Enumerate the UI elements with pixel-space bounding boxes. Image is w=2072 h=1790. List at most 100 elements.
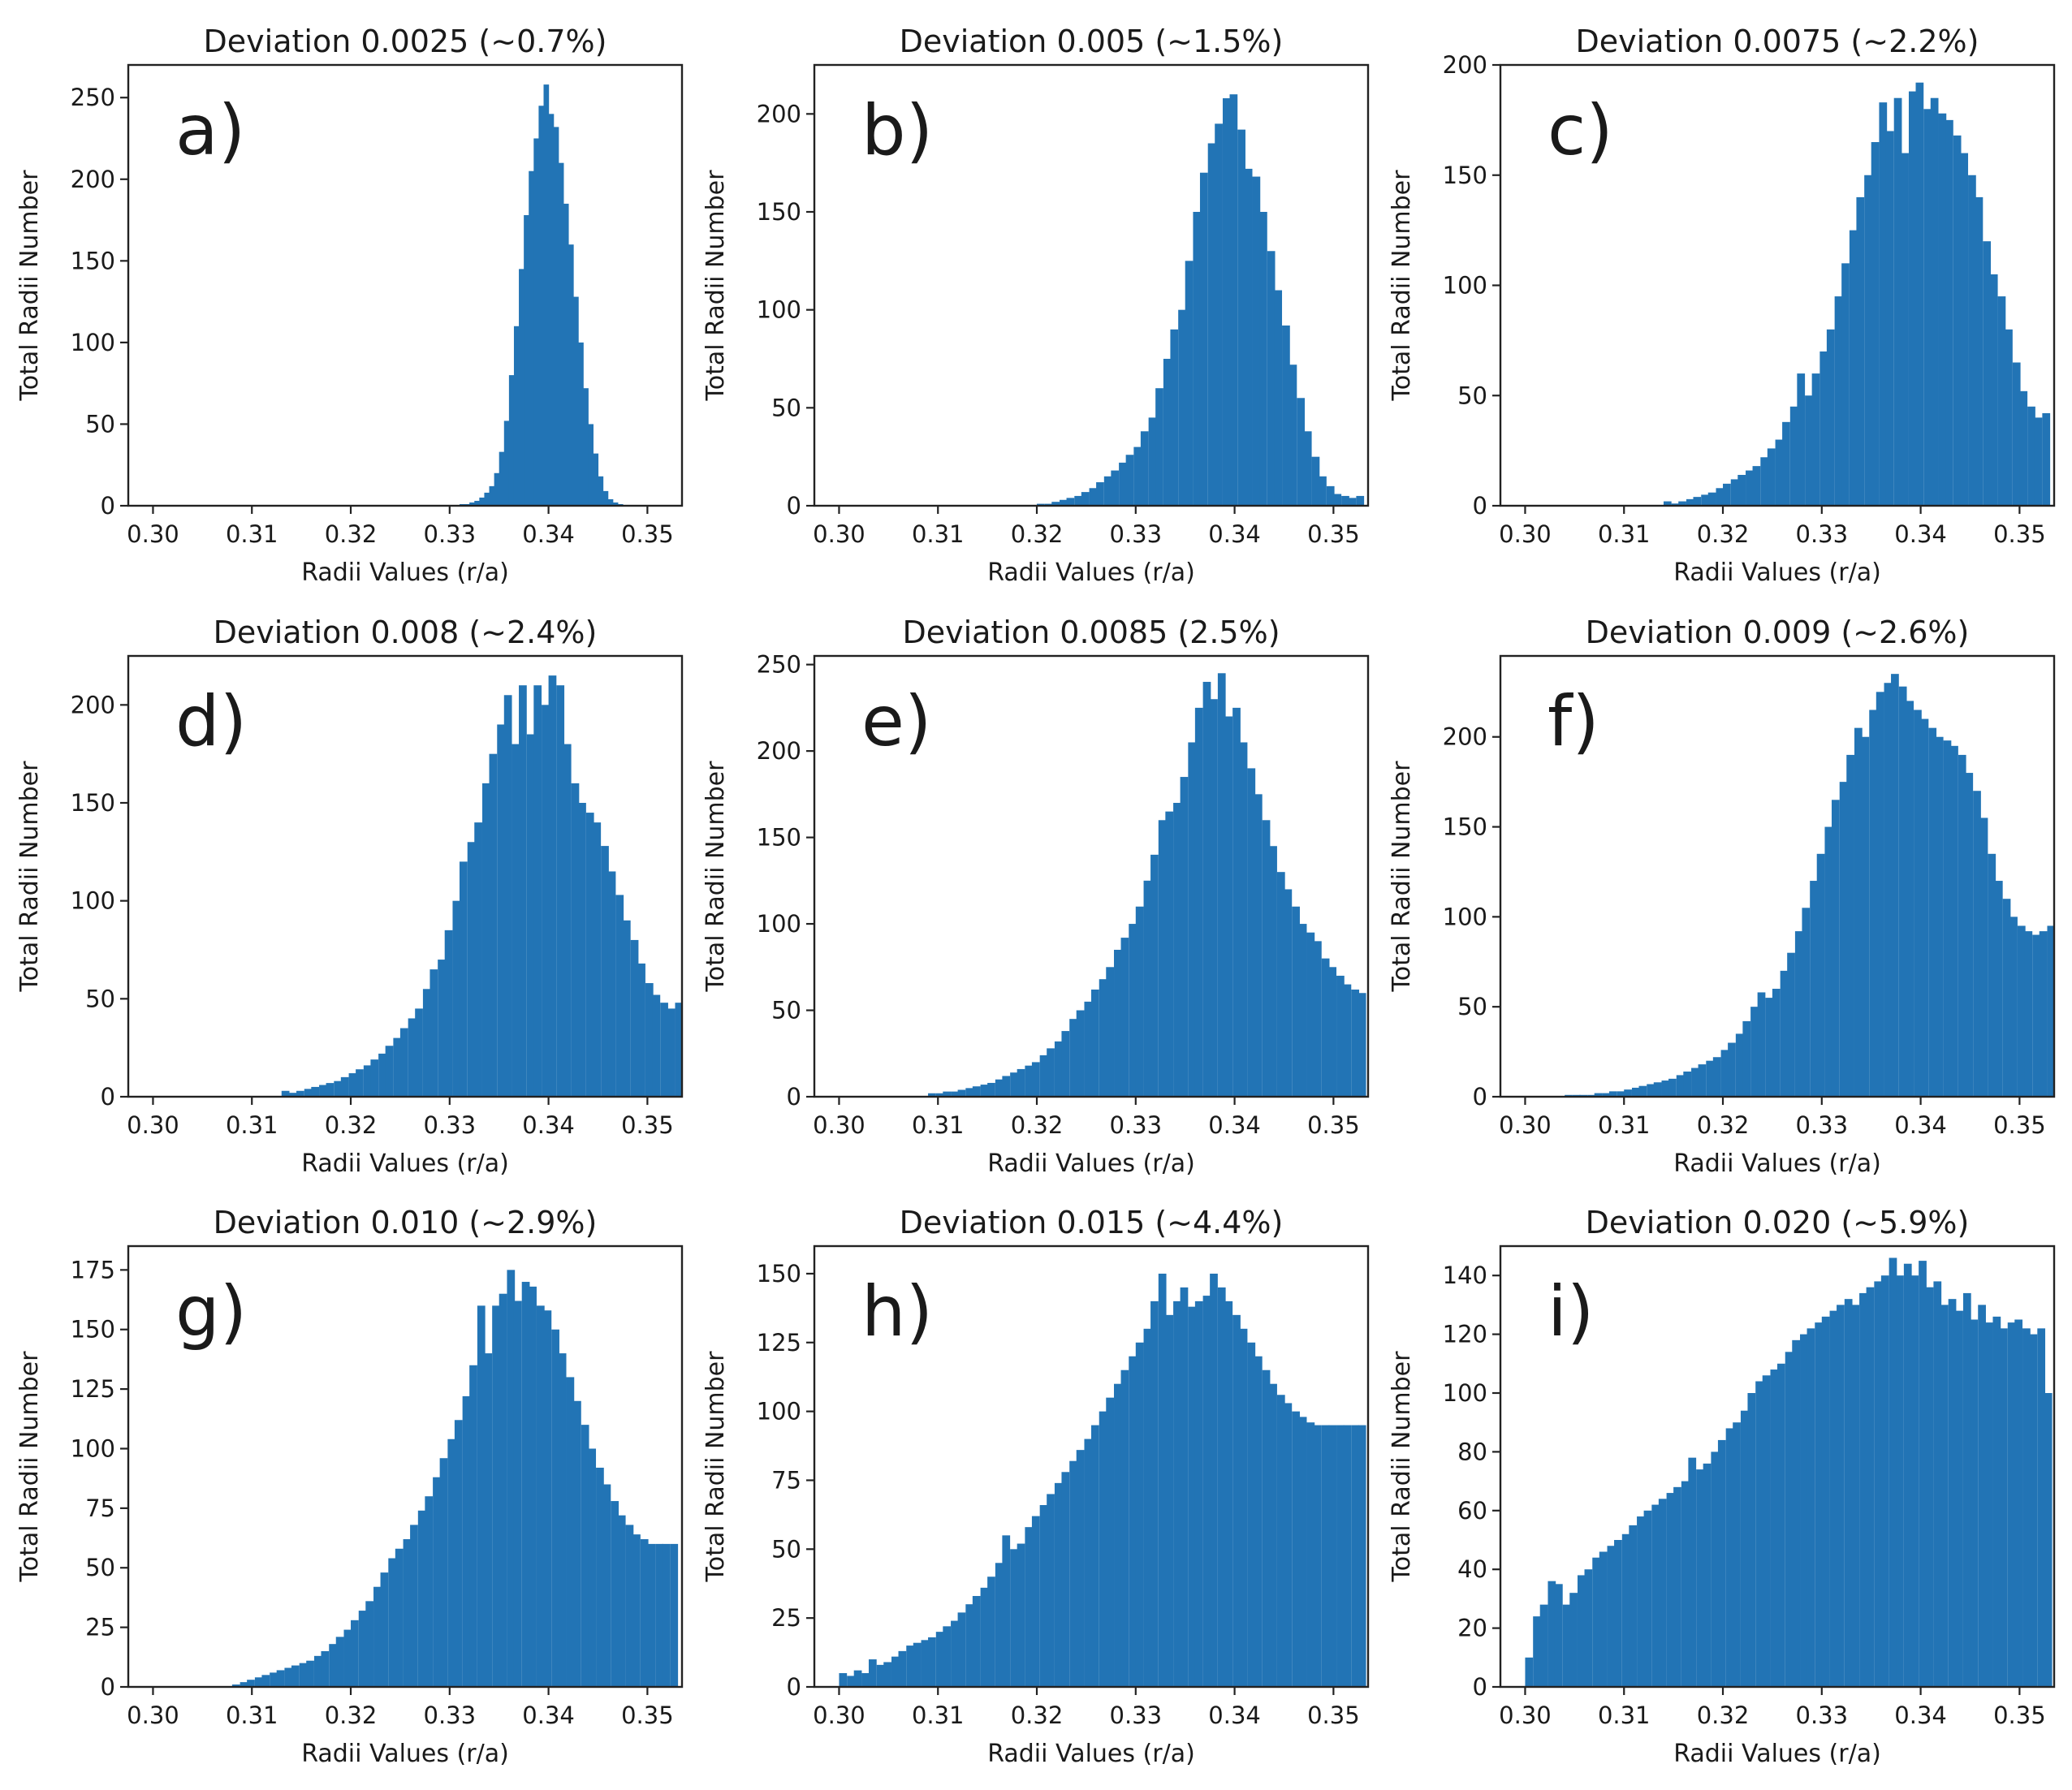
- bar-f-22: [1728, 1042, 1736, 1097]
- bar-f-7: [1617, 1091, 1625, 1097]
- bar-a-30: [607, 498, 614, 506]
- panel-letter-f: f): [1548, 681, 1599, 762]
- bar-i-27: [1725, 1428, 1734, 1687]
- y-axis-label-f: Total Radii Number: [1388, 761, 1416, 993]
- bar-h-55: [1247, 1342, 1256, 1687]
- bar-g-53: [625, 1525, 634, 1687]
- bar-e-13: [1025, 1065, 1034, 1097]
- bar-c-39: [1953, 135, 1962, 506]
- bar-c-1: [1671, 503, 1680, 506]
- ytick-label-e-3: 150: [757, 824, 801, 852]
- bar-a-15: [533, 138, 540, 506]
- bar-d-45: [615, 895, 624, 1097]
- bar-e-33: [1173, 803, 1181, 1097]
- bar-h-45: [1173, 1300, 1181, 1688]
- bar-d-40: [578, 803, 586, 1097]
- bar-h-3: [861, 1673, 870, 1687]
- bar-e-6: [972, 1086, 981, 1097]
- y-axis-label-d: Total Radii Number: [15, 761, 44, 993]
- bar-e-53: [1321, 958, 1330, 1097]
- bar-g-46: [573, 1400, 581, 1687]
- xtick-label-a-3: 0.33: [424, 520, 477, 548]
- bar-b-23: [1207, 143, 1216, 506]
- bar-d-7: [334, 1080, 343, 1097]
- bar-h-15: [951, 1620, 959, 1687]
- bar-c-48: [2019, 390, 2028, 506]
- bar-h-50: [1210, 1273, 1218, 1687]
- xtick-label-f-4: 0.34: [1894, 1111, 1947, 1139]
- bar-d-16: [399, 1028, 408, 1097]
- bar-c-42: [1975, 196, 1984, 506]
- bar-g-42: [543, 1310, 552, 1687]
- panel-letter-i: i): [1548, 1271, 1594, 1352]
- xtick-label-b-3: 0.33: [1110, 520, 1163, 548]
- bar-g-3: [254, 1677, 263, 1687]
- bar-d-39: [571, 783, 580, 1097]
- bar-i-4: [1554, 1584, 1563, 1687]
- bar-e-2: [943, 1091, 952, 1097]
- bar-c-37: [1938, 113, 1947, 507]
- bar-f-9: [1631, 1087, 1640, 1097]
- bar-h-9: [906, 1646, 914, 1687]
- xtick-label-c-1: 0.31: [1598, 520, 1651, 548]
- bar-f-31: [1794, 931, 1803, 1097]
- bar-g-57: [655, 1543, 663, 1687]
- ytick-label-g-6: 150: [71, 1316, 115, 1344]
- bar-a-12: [519, 269, 524, 506]
- bar-e-51: [1306, 932, 1315, 1097]
- bar-g-35: [492, 1305, 500, 1687]
- xtick-label-f-5: 0.35: [1993, 1111, 2046, 1139]
- bar-g-12: [321, 1650, 330, 1687]
- bar-f-36: [1831, 800, 1840, 1097]
- bar-h-5: [876, 1664, 885, 1687]
- xtick-label-d-2: 0.32: [325, 1111, 378, 1139]
- histogram-panel-i: 0.30 0.31 0.32 0.33 0.34 0.35 0 20 40 60 80 100 120 1…: [1388, 1205, 2056, 1768]
- bar-h-18: [972, 1596, 981, 1687]
- xtick-label-e-4: 0.34: [1208, 1111, 1261, 1139]
- bar-f-24: [1742, 1020, 1751, 1097]
- ytick-label-c-4: 200: [1443, 51, 1487, 79]
- bar-g-38: [513, 1300, 522, 1687]
- bar-g-9: [299, 1663, 308, 1687]
- xtick-label-b-4: 0.34: [1208, 520, 1261, 548]
- bar-e-38: [1210, 699, 1218, 1097]
- bar-e-36: [1194, 707, 1203, 1097]
- bar-g-34: [484, 1353, 493, 1687]
- bar-f-63: [2032, 934, 2040, 1097]
- bar-b-2: [1051, 502, 1060, 506]
- bar-i-47: [1874, 1281, 1883, 1687]
- bar-b-5: [1074, 495, 1083, 506]
- bar-i-36: [1792, 1339, 1800, 1687]
- y-axis-label-e: Total Radii Number: [701, 761, 730, 993]
- bar-c-51: [2042, 412, 2051, 506]
- bar-d-26: [474, 822, 482, 1097]
- panel-letter-b: b): [861, 90, 933, 171]
- x-axis-label-g: Radii Values (r/a): [301, 1740, 509, 1768]
- axes-frame-e: [813, 654, 1370, 1098]
- ytick-label-c-3: 150: [1443, 162, 1487, 189]
- bar-a-4: [479, 497, 486, 506]
- bar-b-32: [1274, 290, 1283, 506]
- bar-i-67: [2022, 1328, 2031, 1687]
- bar-i-26: [1717, 1439, 1726, 1687]
- bar-d-22: [444, 930, 453, 1097]
- panel-title-g: Deviation 0.010 (~2.9%): [214, 1205, 598, 1240]
- bar-e-55: [1336, 975, 1345, 1097]
- bar-g-6: [276, 1670, 285, 1687]
- bar-e-58: [1358, 993, 1366, 1097]
- histogram-panel-c: 0.30 0.31 0.32 0.33 0.34 0.35 0 50 100 150 200 Devi…: [1388, 24, 2056, 587]
- xtick-label-c-2: 0.32: [1697, 520, 1750, 548]
- xtick-label-f-3: 0.33: [1796, 1111, 1849, 1139]
- bar-h-39: [1129, 1356, 1137, 1687]
- bar-f-16: [1683, 1071, 1692, 1097]
- bar-c-15: [1775, 439, 1784, 506]
- x-axis-label-b: Radii Values (r/a): [987, 559, 1195, 587]
- bar-b-16: [1155, 388, 1163, 506]
- xtick-label-g-2: 0.32: [325, 1702, 378, 1729]
- bar-d-5: [319, 1085, 327, 1097]
- histogram-panel-e: 0.30 0.31 0.32 0.33 0.34 0.35 0 50 100 150 200 250 D…: [701, 615, 1370, 1178]
- bar-c-19: [1805, 395, 1813, 506]
- panel-letter-h: h): [861, 1271, 933, 1352]
- bar-e-46: [1269, 846, 1277, 1097]
